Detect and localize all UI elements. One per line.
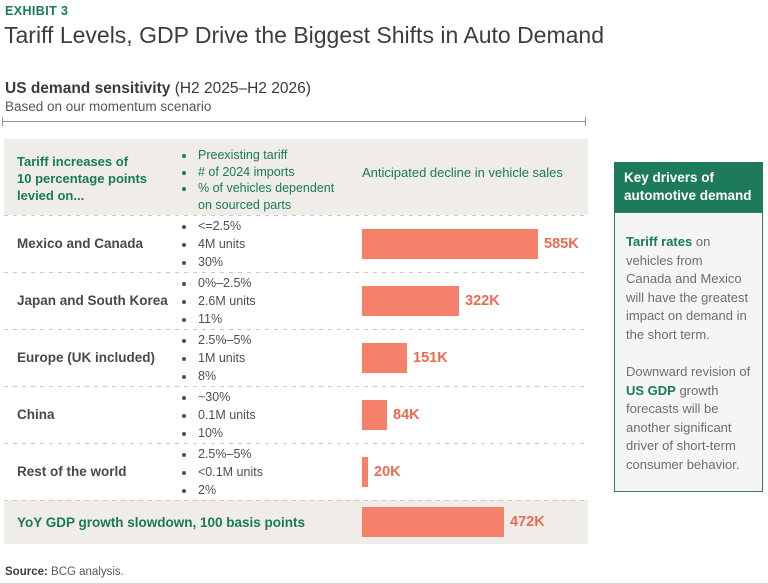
- row-bar-cell: 20K: [357, 456, 588, 487]
- summary-row-gdp: YoY GDP growth slowdown, 100 basis point…: [4, 500, 588, 544]
- row-bar-cell: 84K: [357, 399, 588, 430]
- row-bullets: 2.5%–5%1M units8%: [182, 331, 342, 385]
- scope-ruler-tick-right: [585, 117, 586, 126]
- summary-bar-cell: 472K: [357, 507, 588, 537]
- exhibit-label: EXHIBIT 3: [5, 4, 69, 18]
- row-bullets: <=2.5%4M units30%: [182, 217, 342, 271]
- table-header-row: Tariff increases of 10 percentage points…: [4, 139, 588, 215]
- decline-value-label: 585K: [544, 235, 579, 252]
- summary-row-label: YoY GDP growth slowdown, 100 basis point…: [17, 514, 306, 530]
- decline-bar: [362, 399, 387, 430]
- row-bullets: 0%–2.5%2.6M units11%: [182, 274, 342, 328]
- sensitivity-table: Tariff increases of 10 percentage points…: [4, 139, 588, 544]
- bullet-item: 2%: [196, 481, 342, 499]
- col-header-metrics: Preexisting tariff # of 2024 imports % o…: [182, 139, 357, 215]
- bullet-item: # of 2024 imports: [196, 164, 340, 181]
- decline-bar: [362, 228, 538, 259]
- row-bar-cell: 322K: [357, 285, 588, 316]
- row-bar-cell: 585K: [357, 228, 588, 259]
- sidebar-highlight: Tariff rates: [626, 234, 693, 249]
- bullet-item: 0.1M units: [196, 406, 342, 424]
- decline-bar: [362, 456, 368, 487]
- bullet-item: 4M units: [196, 235, 342, 253]
- sidebar-paragraph: Tariff rates on vehicles from Canada and…: [626, 234, 749, 342]
- decline-bar: [362, 342, 407, 373]
- scope-ruler-tick-left: [2, 117, 3, 126]
- sidebar-paragraph: Downward revision of US GDP growth forec…: [626, 364, 751, 472]
- decline-bar: [362, 285, 459, 316]
- bullet-item: <0.1M units: [196, 463, 342, 481]
- key-drivers-sidebar: Key drivers of automotive demand Tariff …: [614, 162, 763, 492]
- row-bullets: ~30%0.1M units10%: [182, 388, 342, 442]
- decline-value-label: 151K: [413, 349, 448, 366]
- bullet-item: 2.5%–5%: [196, 445, 342, 463]
- sidebar-header: Key drivers of automotive demand: [614, 162, 763, 212]
- row-bar-cell: 151K: [357, 342, 588, 373]
- decline-bar: [362, 507, 504, 537]
- col-header-tariff-targets: Tariff increases of 10 percentage points…: [17, 154, 148, 203]
- bullet-item: 30%: [196, 253, 342, 271]
- scope-ruler-line: [2, 121, 586, 122]
- row-label: Mexico and Canada: [17, 236, 144, 251]
- section-subtitle: Based on our momentum scenario: [5, 99, 212, 114]
- row-metrics: 2.5%–5%<0.1M units2%: [182, 445, 357, 499]
- decline-value-label: 322K: [465, 292, 500, 309]
- col-header-metrics-list: Preexisting tariff # of 2024 imports % o…: [182, 147, 340, 213]
- row-metrics: ~30%0.1M units10%: [182, 388, 357, 442]
- table-row: China ~30%0.1M units10% 84K: [4, 386, 588, 443]
- bullet-item: 0%–2.5%: [196, 274, 342, 292]
- bullet-item: <=2.5%: [196, 217, 342, 235]
- source-note: Source: BCG analysis.: [5, 566, 124, 578]
- source-text: BCG analysis.: [47, 566, 124, 578]
- table-row: Mexico and Canada <=2.5%4M units30% 585K: [4, 215, 588, 272]
- row-metrics: <=2.5%4M units30%: [182, 217, 357, 271]
- bullet-item: ~30%: [196, 388, 342, 406]
- bullet-item: 10%: [196, 424, 342, 442]
- row-bullets: 2.5%–5%<0.1M units2%: [182, 445, 342, 499]
- bullet-item: 2.6M units: [196, 292, 342, 310]
- bullet-item: % of vehicles dependent on sourced parts: [196, 180, 340, 213]
- table-row: Europe (UK included) 2.5%–5%1M units8% 1…: [4, 329, 588, 386]
- section-heading-main: US demand sensitivity: [5, 80, 175, 97]
- bullet-item: 2.5%–5%: [196, 331, 342, 349]
- decline-value-label: 20K: [374, 463, 401, 480]
- bullet-item: 1M units: [196, 349, 342, 367]
- section-heading: US demand sensitivity (H2 2025–H2 2026): [5, 80, 311, 98]
- bullet-item: 8%: [196, 367, 342, 385]
- table-rows: Mexico and Canada <=2.5%4M units30% 585K…: [4, 215, 588, 500]
- decline-value-label: 472K: [510, 514, 545, 530]
- row-label: Rest of the world: [17, 464, 127, 479]
- row-label: Europe (UK included): [17, 350, 155, 365]
- page-title: Tariff Levels, GDP Drive the Biggest Shi…: [4, 22, 604, 48]
- bullet-item: Preexisting tariff: [196, 147, 340, 164]
- table-row: Japan and South Korea 0%–2.5%2.6M units1…: [4, 272, 588, 329]
- sidebar-body: Tariff rates on vehicles from Canada and…: [614, 212, 763, 492]
- section-heading-period: (H2 2025–H2 2026): [174, 80, 311, 97]
- col-header-decline: Anticipated decline in vehicle sales: [362, 165, 563, 180]
- decline-value-label: 84K: [393, 406, 420, 423]
- row-metrics: 0%–2.5%2.6M units11%: [182, 274, 357, 328]
- row-label: China: [17, 407, 55, 422]
- sidebar-highlight: US GDP: [626, 382, 676, 398]
- row-label: Japan and South Korea: [17, 293, 168, 308]
- table-row: Rest of the world 2.5%–5%<0.1M units2% 2…: [4, 443, 588, 500]
- source-label: Source:: [5, 566, 48, 578]
- row-metrics: 2.5%–5%1M units8%: [182, 331, 357, 385]
- bullet-item: 11%: [196, 310, 342, 328]
